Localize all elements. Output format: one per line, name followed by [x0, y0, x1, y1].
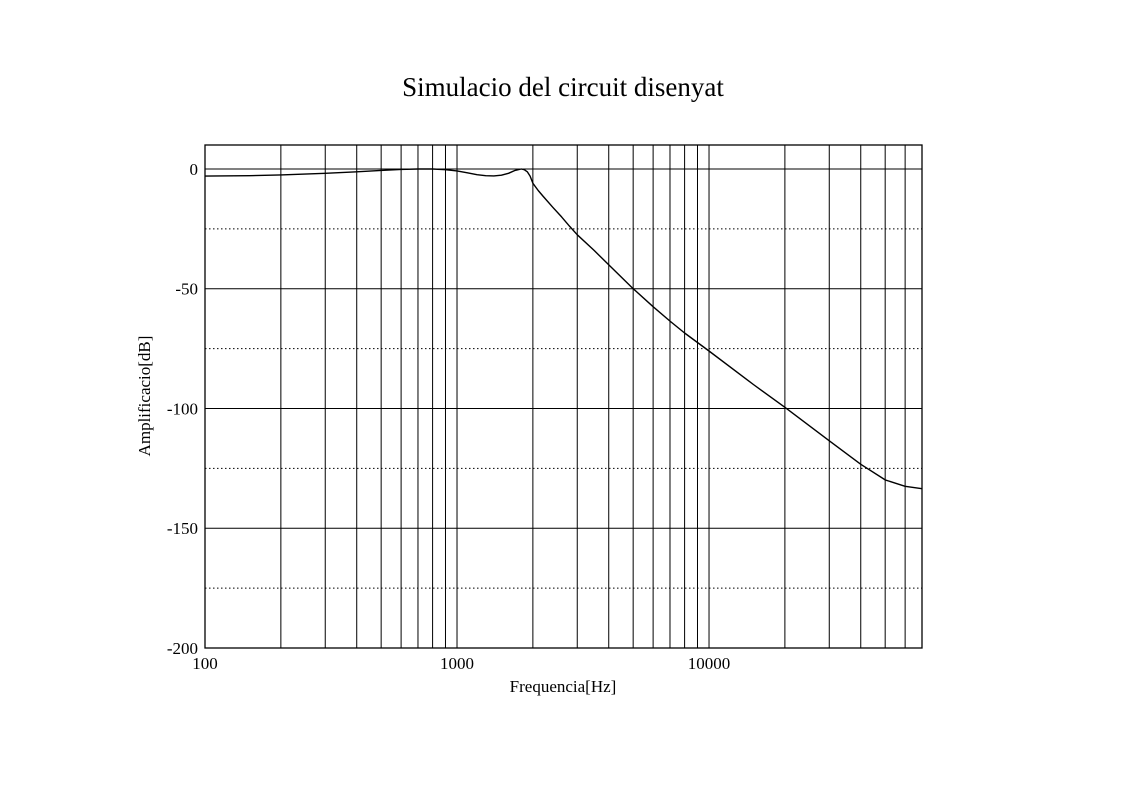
- x-tick-label: 10000: [688, 654, 731, 673]
- tick-labels: 100 1000 10000 0 -50 -100 -150 -200: [167, 160, 730, 673]
- y-tick-label: -150: [167, 519, 198, 538]
- y-tick-label: -100: [167, 399, 198, 418]
- series-line: [204, 168, 923, 490]
- grid-layer: [205, 145, 922, 648]
- x-tick-label: 100: [192, 654, 218, 673]
- chart-title: Simulacio del circuit disenyat: [402, 72, 724, 102]
- x-tick-label: 1000: [440, 654, 474, 673]
- plot-frame: [204, 144, 923, 649]
- series-layer: [204, 168, 923, 490]
- y-tick-label: -50: [175, 280, 198, 299]
- y-axis-label: Amplificacio[dB]: [135, 336, 154, 457]
- y-tick-label: -200: [167, 639, 198, 658]
- y-tick-label: 0: [190, 160, 199, 179]
- x-axis-label: Frequencia[Hz]: [510, 677, 617, 696]
